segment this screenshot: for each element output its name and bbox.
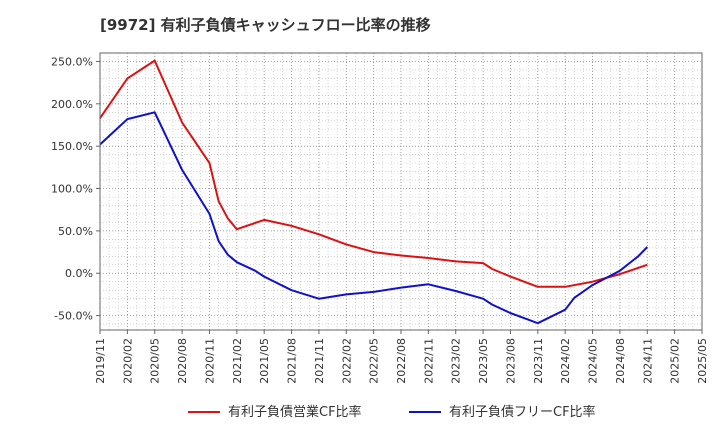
x-tick-label: 2021/08: [286, 338, 299, 384]
series-line-2: [99, 111, 649, 325]
y-tick-label: 200.0%: [51, 98, 93, 111]
y-tick-label: 50.0%: [58, 225, 93, 238]
x-tick-label: 2024/05: [587, 338, 600, 384]
x-tick-label: 2023/02: [450, 338, 463, 384]
grid: [100, 53, 702, 330]
y-tick-label: 250.0%: [51, 55, 93, 68]
series-lines: [99, 59, 649, 325]
y-tick-label: 0.0%: [65, 267, 93, 280]
x-tick-label: 2020/08: [176, 338, 189, 384]
x-tick-label: 2020/11: [203, 338, 216, 384]
x-tick-label: 2024/08: [614, 338, 627, 384]
series-line-1: [99, 59, 648, 288]
chart-title: [9972] 有利子負債キャッシュフロー比率の推移: [100, 16, 431, 34]
x-tick-label: 2019/11: [94, 338, 107, 384]
plot-frame: [99, 52, 703, 331]
x-tick-label: 2022/02: [340, 338, 353, 384]
x-tick-label: 2023/05: [477, 338, 490, 384]
x-tick-label: 2024/11: [641, 338, 654, 384]
y-axis-ticks: -50.0% 0.0% 50.0% 100.0% 150.0% 200.0% 250.0%: [51, 55, 100, 323]
legend: 有利子負債営業CF比率 有利子負債フリーCF比率: [188, 404, 596, 420]
x-tick-label: 2025/05: [696, 338, 709, 384]
legend-label-2: 有利子負債フリーCF比率: [449, 404, 596, 420]
x-tick-label: 2025/02: [669, 338, 682, 384]
x-tick-label: 2023/08: [504, 338, 517, 384]
x-tick-label: 2022/11: [422, 338, 435, 384]
x-tick-label: 2022/05: [368, 338, 381, 384]
x-tick-label: 2020/05: [149, 338, 162, 384]
y-tick-label: -50.0%: [54, 310, 93, 323]
y-tick-label: 100.0%: [51, 183, 93, 196]
x-tick-label: 2021/11: [313, 338, 326, 384]
x-tick-label: 2020/02: [121, 338, 134, 384]
x-tick-label: 2022/08: [395, 338, 408, 384]
x-tick-label: 2021/05: [258, 338, 271, 384]
legend-label-1: 有利子負債営業CF比率: [228, 404, 362, 420]
x-axis-ticks: 2019/11 2020/02 2020/05 2020/08 2020/11 2021/…: [94, 330, 709, 384]
x-tick-label: 2024/02: [559, 338, 572, 384]
y-tick-label: 150.0%: [51, 140, 93, 153]
x-tick-label: 2021/02: [231, 338, 244, 384]
x-tick-label: 2023/11: [532, 338, 545, 384]
